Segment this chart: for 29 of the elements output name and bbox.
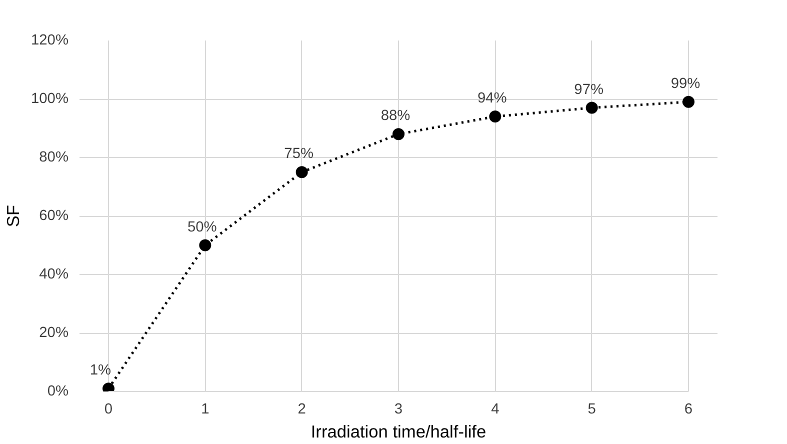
x-tick-label: 3 bbox=[394, 402, 403, 418]
data-label: 1% bbox=[90, 362, 112, 379]
y-tick-label: 0% bbox=[47, 384, 69, 400]
point bbox=[586, 102, 598, 114]
point bbox=[199, 239, 212, 252]
x-tick-label: 5 bbox=[588, 402, 596, 418]
data-label: 88% bbox=[380, 108, 410, 124]
y-tick-label: 120% bbox=[31, 32, 69, 48]
point bbox=[296, 166, 308, 178]
y-tick-label: 60% bbox=[39, 208, 69, 224]
y-tick-label: 100% bbox=[31, 91, 69, 107]
y-tick-label: 80% bbox=[39, 150, 69, 166]
x-tick-label: 2 bbox=[298, 402, 306, 418]
x-tick-label: 0 bbox=[104, 402, 113, 418]
x-tick-label: 4 bbox=[491, 402, 500, 418]
data-label: 99% bbox=[670, 76, 700, 92]
data-label: 50% bbox=[188, 219, 217, 236]
data-label: 75% bbox=[284, 146, 314, 162]
y-tick-label: 40% bbox=[39, 266, 69, 282]
data-label: 97% bbox=[574, 82, 604, 98]
y-tick-label: 20% bbox=[39, 325, 69, 341]
x-axis-title: Irradiation time/half-life bbox=[310, 422, 486, 442]
point bbox=[392, 128, 404, 140]
x-tick-label: 6 bbox=[684, 402, 693, 418]
x-tick-label: 1 bbox=[201, 402, 210, 418]
point bbox=[682, 96, 694, 108]
point bbox=[489, 110, 502, 123]
data-label: 94% bbox=[478, 90, 507, 107]
y-axis-title: SF bbox=[3, 204, 24, 228]
